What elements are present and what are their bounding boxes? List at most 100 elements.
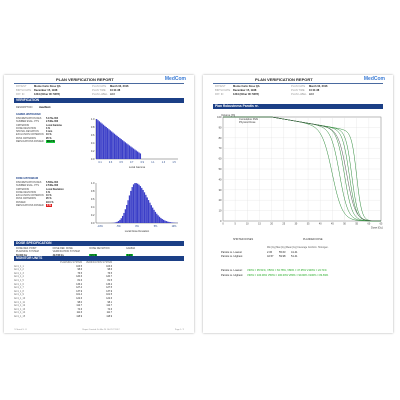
result-badge: 99.2 % [46, 140, 56, 144]
param-label: NUMBER EVAL. PTS [16, 120, 39, 124]
x-tick-label: 0 [222, 223, 224, 226]
mu-value: 112.7 [76, 305, 82, 308]
histogram-bar [104, 125, 106, 159]
y-tick-label: 40 [219, 177, 222, 181]
dose-spec-col: GAMMA [126, 247, 136, 250]
histogram-bar [137, 183, 139, 223]
mu-value: 120.6 [76, 276, 82, 279]
param-label: EXCLUSION CRITERION [16, 194, 44, 198]
report-title: PLAN VERIFICATION REPORT [56, 77, 114, 82]
histogram-bar [100, 122, 102, 159]
mu-value: 137.9 [106, 290, 112, 293]
mu-value: 103.5 [76, 265, 82, 268]
dose-ref-value: 50.000 Gy [16, 254, 52, 257]
x-tick-label: 10% [172, 225, 178, 228]
histogram-bar [139, 153, 142, 159]
legend-shifted-doses: SHIFTED DOSES [233, 238, 254, 241]
coverage-row: Parotis re. Highest: V30% = 100.00% V50% … [221, 274, 328, 277]
pat-id-label: PAT. ID [16, 93, 25, 96]
param-value: 10 % [46, 194, 52, 198]
param-label: NUMBER EVAL. PTS [16, 184, 39, 188]
x-tick-label: 0.9 [141, 161, 145, 164]
y-tick-label: 70 [219, 146, 222, 150]
dose-spec-values: 50.000 Gy 49.733 Gy 0.5 % 0.23 [16, 253, 186, 257]
histogram-bar [120, 139, 122, 159]
x-tick-label: 0.7 [130, 161, 134, 164]
histogram-bar [154, 211, 157, 223]
param-row: EXCLUSION CRITERION 10 % [16, 133, 76, 136]
mu-value: 81.5 [107, 279, 112, 282]
description-label: DESCRIPTION [16, 106, 33, 109]
x-axis-label: Local Dose Deviation [125, 229, 150, 233]
mu-value: 118.9 [106, 315, 112, 318]
table-row: Arc1_1_14 111.6 111.7 [14, 312, 134, 316]
param-label: DOSE DEVIATION [16, 126, 37, 130]
histogram-bar [105, 126, 107, 159]
patient-header: PATIENT Monte Carlo Dose QA PLAN DATE Ma… [16, 85, 184, 97]
gamma-badge: 0.23 [126, 253, 133, 257]
dose-spec-col: DOSE REF. POINT [16, 247, 37, 250]
y-tick-label: 0.0 [91, 221, 95, 225]
histogram-bar [115, 222, 117, 223]
y-tick-label: 0.2 [91, 213, 95, 217]
histogram-bar [98, 121, 101, 159]
plan-label-label: PLAN LABEL [291, 93, 307, 96]
dose-spec-col: DOSE REF. DOSE [52, 247, 73, 250]
histogram-bar [138, 184, 140, 223]
histogram-bar [135, 183, 137, 223]
description-row: DESCRIPTION HeadNeck [16, 106, 51, 109]
pat-id: 1234 (Other ID: 5678) [233, 93, 259, 96]
histogram-bar [116, 221, 118, 223]
mu-beam-name: Arc1_1_4 [14, 276, 24, 279]
histogram-bar [109, 130, 111, 159]
plan-time-label: PLAN TIME [92, 89, 106, 92]
plan-date: March 02, 2016 [110, 85, 129, 88]
histogram-bar [157, 215, 159, 223]
histogram-bar [127, 144, 129, 159]
histogram-bar [108, 129, 110, 159]
param-value: 93.6 % [46, 200, 54, 204]
dose-spec-subheader: PLANNING SYSTEM VERIFICATION SYSTEM [16, 250, 186, 253]
x-tick-label: 20 [270, 223, 273, 226]
histogram-bar [171, 222, 173, 223]
histogram-bar [169, 222, 172, 223]
param-label: PASSED [16, 200, 26, 204]
mu-value: 76.5 [77, 272, 82, 275]
y-tick-label: 20 [219, 198, 222, 202]
param-value: 2.546e-006 [46, 120, 59, 124]
mu-value: 98.0 [77, 301, 82, 304]
plan-date-label: PLAN DATE [291, 85, 306, 88]
histogram-bar [132, 184, 135, 223]
param-value: 3 mm [46, 130, 53, 134]
mu-beam-name: Arc1_1_11 [14, 301, 25, 304]
param-label: PASS CRITERION [16, 197, 37, 201]
histogram-bar [134, 183, 136, 223]
planned-dose-curve [223, 116, 382, 222]
table-row: Arc1_1_3 76.5 76.5 [14, 273, 134, 277]
x-axis-label: Local Gamma [129, 165, 146, 169]
mu-beam-name: Arc1_1_7 [14, 287, 24, 290]
histogram-bar [126, 143, 128, 159]
table-row: Arc1_1_4 120.6 120.7 [14, 276, 134, 280]
medcom-logo: MedCom [164, 76, 186, 82]
histogram-bar [119, 219, 121, 223]
param-row: PASS CRITERION 95 % [16, 197, 76, 200]
x-tick-label: 5% [154, 225, 158, 228]
table-row: Arc1_1_11 98.0 98.1 [14, 302, 134, 306]
param-value: 2.546e-006 [46, 184, 59, 188]
table-row: Arc1_1_10 122.6 122.6 [14, 298, 134, 302]
stats-structure: Parotis re. Highest [221, 255, 243, 258]
histogram-bar [145, 194, 147, 223]
histogram-bar [138, 152, 140, 159]
plan-time: 10:11:38 [110, 89, 121, 92]
chart-subtitle: Physical Dose [239, 120, 256, 124]
param-row: CRITERION Local Gamma [16, 124, 76, 127]
x-tick-label: 25 [282, 223, 285, 226]
monitor-units-table: PLANNING SYSTEM VERIFICATION SYSTEM Arc1… [14, 262, 134, 320]
footer-left: ©Clinical V: ## [14, 329, 28, 331]
stats-value: 51.41 [291, 255, 298, 258]
x-tick-label: 60 [368, 223, 371, 226]
histogram-bar [139, 186, 142, 223]
y-tick-label: 0.4 [91, 205, 95, 209]
mu-value: 111.7 [106, 312, 112, 315]
